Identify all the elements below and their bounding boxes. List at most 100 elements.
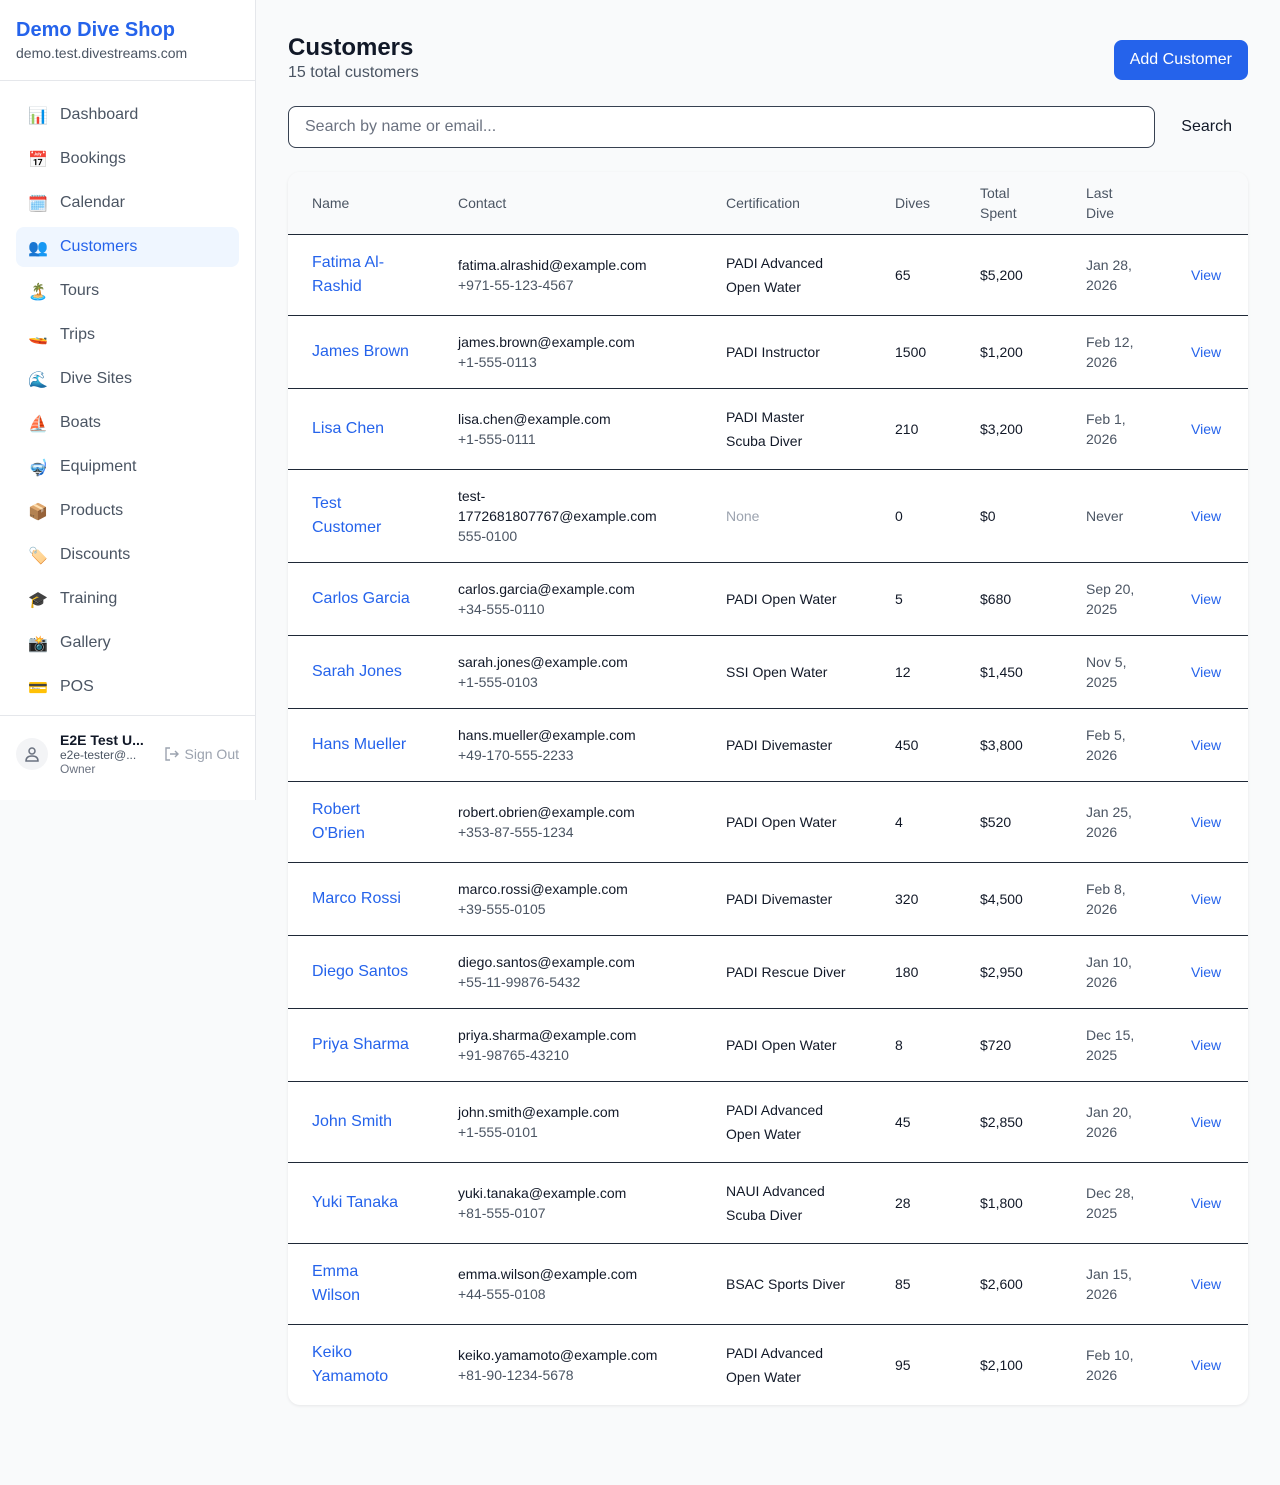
- sidebar-item-boats[interactable]: ⛵ Boats: [16, 403, 239, 443]
- sign-out-button[interactable]: Sign Out: [163, 746, 239, 762]
- table-row: Marco Rossi marco.rossi@example.com +39-5…: [288, 862, 1248, 936]
- total-spent: $3,800: [956, 708, 1062, 782]
- view-customer-link[interactable]: View: [1191, 343, 1222, 360]
- sidebar-item-products[interactable]: 📦 Products: [16, 491, 239, 531]
- customers-table-card: Name Contact Certification Dives Total Spent…: [288, 172, 1248, 1405]
- customer-name-link[interactable]: Yuki Tanaka: [312, 1193, 398, 1211]
- last-dive-date: Feb 8, 2026: [1086, 880, 1126, 917]
- view-customer-link[interactable]: View: [1191, 1194, 1222, 1211]
- view-customer-link[interactable]: View: [1191, 1036, 1222, 1053]
- dives-count: 5: [871, 562, 956, 636]
- sidebar-item-gallery[interactable]: 📸 Gallery: [16, 623, 239, 663]
- table-row: Test Customer test- 1772681807767@example…: [288, 469, 1248, 563]
- sidebar-item-pos[interactable]: 💳 POS: [16, 667, 239, 707]
- dives-count: 1500: [871, 315, 956, 389]
- sidebar-item-discounts[interactable]: 🏷️ Discounts: [16, 535, 239, 575]
- table-row: Yuki Tanaka yuki.tanaka@example.com +81-5…: [288, 1162, 1248, 1244]
- sidebar-item-label: Trips: [60, 326, 95, 343]
- column-header: Total Spent: [956, 172, 1062, 235]
- customer-email: keiko.yamamoto@example.com: [458, 1346, 658, 1363]
- view-customer-link[interactable]: View: [1191, 420, 1222, 437]
- customer-name-link[interactable]: Robert O'Brien: [312, 800, 365, 842]
- customer-phone: +81-90-1234-5678: [458, 1366, 574, 1383]
- view-customer-link[interactable]: View: [1191, 736, 1222, 753]
- add-customer-button[interactable]: Add Customer: [1113, 40, 1248, 80]
- certification: PADI Instructor: [726, 343, 820, 360]
- calendar-icon: 🗓️: [28, 193, 48, 213]
- view-customer-link[interactable]: View: [1191, 963, 1222, 980]
- customer-name-link[interactable]: Priya Sharma: [312, 1035, 409, 1053]
- certification: PADI Divemaster: [726, 736, 833, 753]
- logout-icon: [164, 747, 179, 761]
- total-spent: $3,200: [956, 388, 1062, 470]
- sidebar-item-bookings[interactable]: 📅 Bookings: [16, 139, 239, 179]
- customer-name-link[interactable]: Carlos Garcia: [312, 589, 410, 607]
- table-row: Diego Santos diego.santos@example.com +55…: [288, 935, 1248, 1009]
- customer-name-link[interactable]: Fatima Al-Rashid: [312, 253, 385, 295]
- customer-email: fatima.alrashid@example.com: [458, 256, 647, 273]
- sidebar-item-label: Calendar: [60, 194, 125, 211]
- sidebar-item-customers[interactable]: 👥 Customers: [16, 227, 239, 267]
- view-customer-link[interactable]: View: [1191, 507, 1222, 524]
- sidebar-item-trips[interactable]: 🚤 Trips: [16, 315, 239, 355]
- customer-phone: +34-555-0110: [458, 600, 545, 617]
- sidebar-item-label: Boats: [60, 414, 101, 431]
- sidebar-item-label: Products: [60, 502, 124, 519]
- view-customer-link[interactable]: View: [1191, 1113, 1222, 1130]
- customer-phone: +49-170-555-2233: [458, 746, 574, 763]
- sidebar-nav: 📊 Dashboard 📅 Bookings 🗓️ Calendar 👥 Customers 🏝…: [0, 81, 255, 725]
- customer-name-link[interactable]: Keiko Yamamoto: [312, 1343, 389, 1385]
- view-customer-link[interactable]: View: [1191, 663, 1222, 680]
- certification: PADI Open Water: [726, 813, 837, 830]
- view-customer-link[interactable]: View: [1191, 890, 1222, 907]
- last-dive-date: Feb 10, 2026: [1086, 1346, 1134, 1383]
- customer-name-link[interactable]: Test Customer: [312, 494, 382, 536]
- customer-name-link[interactable]: Hans Mueller: [312, 735, 407, 753]
- view-customer-link[interactable]: View: [1191, 1356, 1222, 1373]
- customer-name-link[interactable]: Emma Wilson: [312, 1262, 361, 1304]
- sidebar-item-dashboard[interactable]: 📊 Dashboard: [16, 95, 239, 135]
- sidebar-item-label: POS: [60, 678, 94, 695]
- customer-name-link[interactable]: John Smith: [312, 1112, 393, 1130]
- customer-name-link[interactable]: James Brown: [312, 342, 409, 360]
- last-dive-date: Jan 15, 2026: [1086, 1265, 1132, 1302]
- dives-count: 0: [871, 469, 956, 563]
- customer-name-link[interactable]: Sarah Jones: [312, 662, 402, 680]
- total-spent: $4,500: [956, 862, 1062, 936]
- table-row: Sarah Jones sarah.jones@example.com +1-55…: [288, 635, 1248, 709]
- customer-email: carlos.garcia@example.com: [458, 580, 635, 597]
- dives-count: 28: [871, 1162, 956, 1244]
- table-row: James Brown james.brown@example.com +1-55…: [288, 315, 1248, 389]
- dives-count: 320: [871, 862, 956, 936]
- view-customer-link[interactable]: View: [1191, 266, 1222, 283]
- search-button[interactable]: Search: [1155, 118, 1248, 136]
- certification: SSI Open Water: [726, 663, 828, 680]
- sidebar-item-calendar[interactable]: 🗓️ Calendar: [16, 183, 239, 223]
- calendar-date-icon: 📅: [28, 149, 48, 169]
- total-spent: $2,600: [956, 1243, 1062, 1325]
- table-row: Carlos Garcia carlos.garcia@example.com +…: [288, 562, 1248, 636]
- search-input[interactable]: [288, 106, 1155, 148]
- sidebar-item-training[interactable]: 🎓 Training: [16, 579, 239, 619]
- customer-name-link[interactable]: Marco Rossi: [312, 889, 401, 907]
- customer-name-link[interactable]: Diego Santos: [312, 962, 409, 980]
- customer-email: yuki.tanaka@example.com: [458, 1184, 627, 1201]
- sidebar-item-label: Equipment: [60, 458, 137, 475]
- customer-phone: +91-98765-43210: [458, 1046, 569, 1063]
- credit-card-icon: 💳: [28, 677, 48, 697]
- table-header-row: Name Contact Certification Dives Total Spent…: [288, 172, 1248, 235]
- view-customer-link[interactable]: View: [1191, 813, 1222, 830]
- island-icon: 🏝️: [28, 281, 48, 301]
- certification: None: [726, 507, 760, 524]
- sidebar-item-label: Discounts: [60, 546, 131, 563]
- sidebar-item-dive-sites[interactable]: 🌊 Dive Sites: [16, 359, 239, 399]
- view-customer-link[interactable]: View: [1191, 590, 1222, 607]
- total-spent: $2,100: [980, 1356, 1023, 1373]
- customer-name-link[interactable]: Lisa Chen: [312, 419, 385, 437]
- shop-name[interactable]: Demo Dive Shop: [16, 19, 175, 41]
- sidebar-item-tours[interactable]: 🏝️ Tours: [16, 271, 239, 311]
- customer-phone: +1-555-0103: [458, 673, 538, 690]
- view-customer-link[interactable]: View: [1191, 1275, 1222, 1292]
- dives-count: 85: [871, 1243, 956, 1325]
- sidebar-item-equipment[interactable]: 🤿 Equipment: [16, 447, 239, 487]
